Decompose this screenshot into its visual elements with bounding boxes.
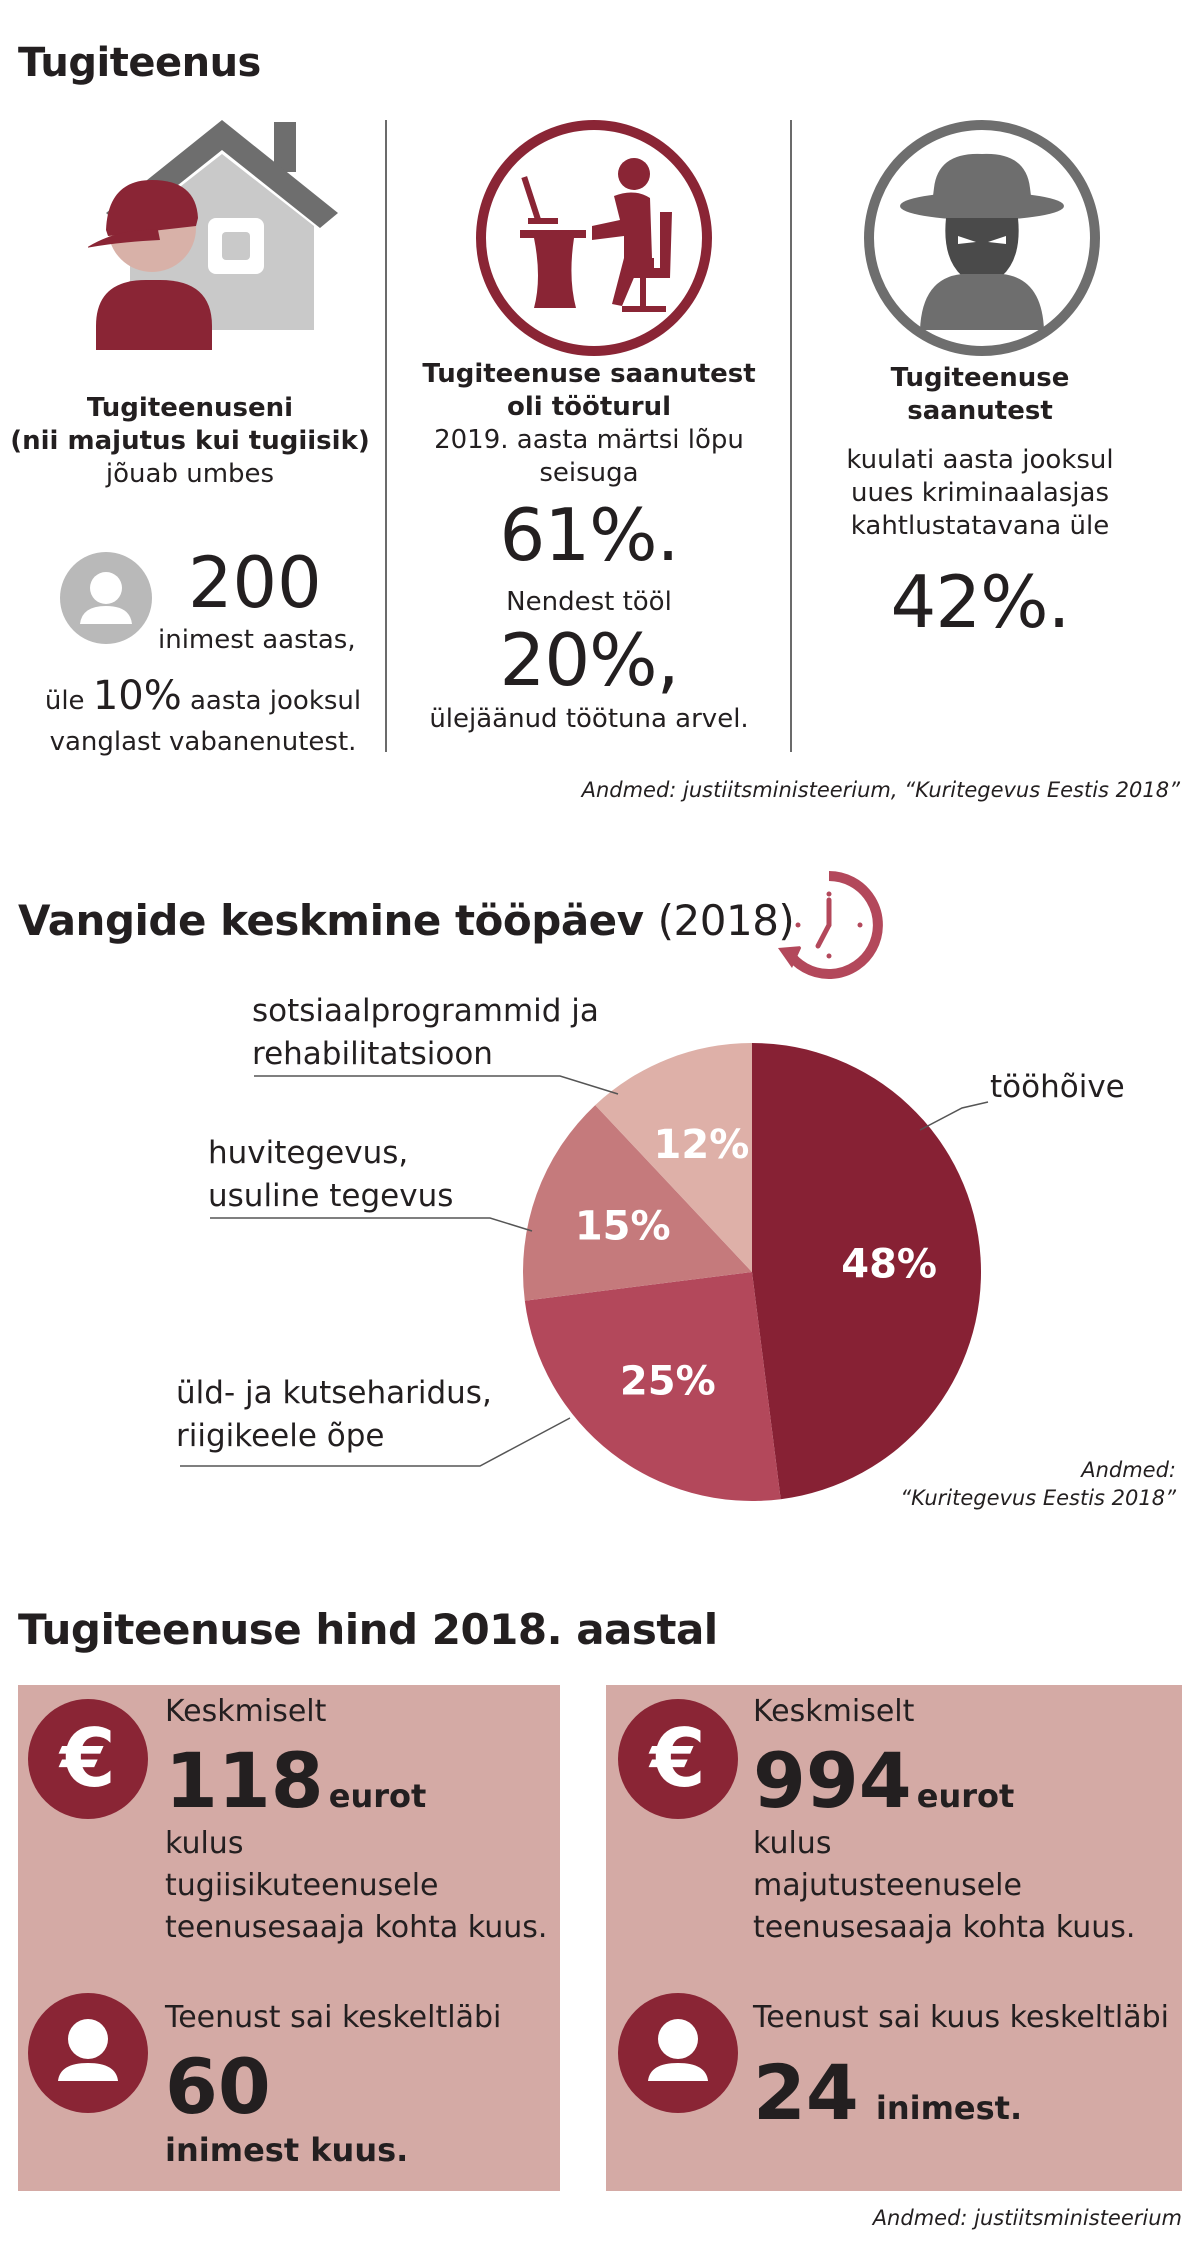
col1-extra-line2: vanglast vabanenutest. — [49, 727, 357, 757]
col2-mid-text: Nendest tööl — [506, 587, 672, 617]
col2-subtext-line2: seisuga — [539, 458, 639, 488]
box2-people-unit: inimest. — [875, 2089, 1023, 2127]
spy-icon — [862, 118, 1102, 358]
pie-label-sotsiaal-line2: rehabilitatsioon — [252, 1036, 493, 1072]
divider-2 — [790, 120, 792, 752]
pie-slice-sotsiaal — [595, 1043, 752, 1272]
col2-value1: 61%. — [499, 493, 680, 577]
pie-leader-toohoive — [919, 1101, 989, 1131]
pie-label-tooho-ive: tööhõive — [990, 1066, 1125, 1109]
box1-amount: 118 — [165, 1736, 324, 1825]
box2-amount: 994 — [753, 1736, 912, 1825]
pie-leader-haridus — [180, 1417, 571, 1467]
col3-text-line3: kahtlustatavana üle — [850, 511, 1110, 541]
divider-1 — [385, 120, 387, 752]
cost-box-support-person: € Keskmiselt 118 eurot kulus tugiisikute… — [18, 1685, 560, 2191]
pie-value-toohoive: 48% — [841, 1241, 937, 1287]
pie-value-huvitegevus: 15% — [575, 1203, 671, 1249]
euro-icon: € — [28, 1699, 148, 1819]
section2-source-line1: Andmed: — [1081, 1458, 1176, 1482]
box2-label: Keskmiselt — [753, 1694, 915, 1729]
col1-extra-prefix: üle — [44, 686, 85, 716]
col3-text-line1: kuulati aasta jooksul — [846, 445, 1114, 475]
box1-line2: tugiisikuteenusele — [165, 1868, 439, 1903]
col2-tail-text: ülejäänud töötuna arvel. — [429, 704, 749, 734]
col1-heading-line1: Tugiteenuseni — [86, 393, 294, 423]
box1-people-unit: inimest kuus. — [165, 2131, 409, 2169]
col1-extra-suffix: aasta jooksul — [189, 686, 362, 716]
pie-label-haridus-line1: üld- ja kutseharidus, — [176, 1375, 492, 1411]
box1-line1: kulus — [165, 1826, 244, 1861]
pie-value-sotsiaal: 12% — [654, 1122, 750, 1168]
box2-currency: eurot — [916, 1777, 1015, 1815]
col3-heading-line1: Tugiteenuse — [890, 363, 1070, 393]
pie-label-huvitegevus-line2: usuline tegevus — [208, 1178, 454, 1214]
col3-heading-line2: saanutest — [907, 396, 1053, 426]
pie-value-haridus: 25% — [620, 1359, 716, 1405]
col2-value2: 20%, — [499, 618, 680, 702]
pie-leader-huvitegevus — [210, 1217, 533, 1232]
pie-label-huvitegevus: huvitegevus, usuline tegevus — [208, 1132, 453, 1218]
col1-number: 200 — [188, 542, 322, 624]
house-person-icon — [86, 118, 348, 358]
box1-currency: eurot — [328, 1777, 427, 1815]
col2-heading-line2: oli tööturul — [506, 392, 672, 422]
euro-icon: € — [618, 1699, 738, 1819]
pie-slice-haridus — [524, 1272, 781, 1501]
box2-people-row: 24 inimest. — [753, 2053, 1022, 2133]
user-icon — [618, 1993, 738, 2113]
pie-leader-sotsiaal — [254, 1075, 619, 1095]
col2-subtext-line1: 2019. aasta märtsi lõpu — [434, 425, 744, 455]
col1-subtext: jõuab umbes — [105, 459, 275, 489]
col1-number-unit: inimest aastas, — [158, 625, 356, 655]
pie-label-haridus: üld- ja kutseharidus, riigikeele õpe — [176, 1372, 492, 1458]
box2-text: kulus majutusteenusele teenusesaaja koht… — [753, 1823, 1135, 1949]
box2-line2: majutusteenusele — [753, 1868, 1022, 1903]
clock-icon — [772, 868, 886, 982]
col2-heading-line1: Tugiteenuse saanutest — [422, 359, 756, 389]
box1-line3: teenusesaaja kohta kuus. — [165, 1910, 548, 1945]
box2-people-number: 24 — [753, 2048, 859, 2137]
pie-slice-huvitegevus — [523, 1105, 752, 1301]
pie-label-huvitegevus-line1: huvitegevus, — [208, 1135, 409, 1171]
box2-line3: teenusesaaja kohta kuus. — [753, 1910, 1136, 1945]
box1-amount-row: 118 eurot — [165, 1741, 426, 1821]
section2-title-text: Vangide keskmine tööpäev — [18, 896, 644, 945]
col1-extra-value: 10% — [92, 673, 182, 719]
col3-text-line2: uues kriminaalasjas — [850, 478, 1110, 508]
pie-label-tooho-ive-line1: tööhõive — [990, 1069, 1125, 1105]
section3-source: Andmed: justiitsministeerium — [872, 2206, 1182, 2230]
section1-title: Tugiteenus — [18, 40, 261, 86]
section2-source: Andmed: “Kuritegevus Eestis 2018” — [900, 1456, 1176, 1512]
col1-heading-line2: (nii majutus kui tugiisik) — [10, 426, 370, 456]
pie-chart: 48% 25% 15% 12% — [180, 1043, 989, 1501]
box1-people-label: Teenust sai keskeltläbi — [165, 2000, 502, 2035]
user-icon — [28, 1993, 148, 2113]
euro-symbol: € — [60, 1712, 116, 1805]
worker-desk-icon — [474, 118, 714, 358]
section2-title-year: (2018) — [657, 896, 795, 945]
section2-source-line2: “Kuritegevus Eestis 2018” — [900, 1486, 1176, 1510]
box2-amount-row: 994 eurot — [753, 1741, 1014, 1821]
section2-title: Vangide keskmine tööpäev (2018) — [18, 896, 795, 945]
euro-symbol: € — [650, 1712, 706, 1805]
box1-people-number: 60 — [165, 2042, 271, 2131]
person-avatar-icon — [60, 552, 152, 644]
section1-source: Andmed: justiitsministeerium, “Kuritegev… — [581, 778, 1180, 802]
pie-label-sotsiaal: sotsiaalprogrammid ja rehabilitatsioon — [252, 990, 599, 1076]
box1-label: Keskmiselt — [165, 1694, 327, 1729]
pie-label-sotsiaal-line1: sotsiaalprogrammid ja — [252, 993, 599, 1029]
col3-value: 42%. — [890, 560, 1071, 644]
pie-label-haridus-line2: riigikeele õpe — [176, 1418, 385, 1454]
box2-people-label: Teenust sai kuus keskeltläbi — [753, 2000, 1169, 2035]
box1-text: kulus tugiisikuteenusele teenusesaaja ko… — [165, 1823, 547, 1949]
section3-title: Tugiteenuse hind 2018. aastal — [18, 1605, 718, 1654]
cost-box-housing: € Keskmiselt 994 eurot kulus majutusteen… — [606, 1685, 1182, 2191]
pie-slice-toohoive — [752, 1043, 982, 1500]
box2-line1: kulus — [753, 1826, 832, 1861]
